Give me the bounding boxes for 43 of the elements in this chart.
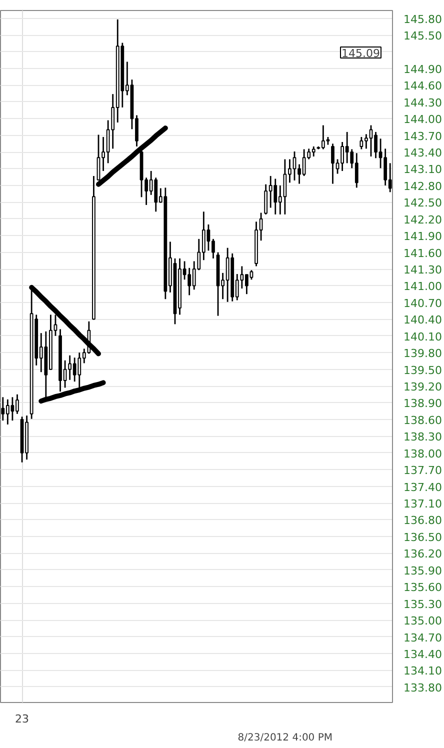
y-tick-label: 141.00 bbox=[404, 280, 442, 294]
y-tick-label: 137.70 bbox=[404, 464, 442, 478]
y-tick-label: 142.50 bbox=[404, 196, 442, 210]
y-tick-label: 135.00 bbox=[404, 614, 442, 628]
y-tick-label: 142.20 bbox=[404, 213, 442, 226]
y-tick-label: 144.60 bbox=[404, 80, 442, 93]
y-tick-label: 145.50 bbox=[404, 30, 442, 43]
annotation: 145.09 bbox=[342, 47, 380, 60]
y-tick-label: 135.30 bbox=[404, 598, 442, 611]
y-tick-label: 138.00 bbox=[404, 447, 442, 460]
y-tick-label: 139.80 bbox=[404, 347, 442, 360]
y-tick-label: 140.10 bbox=[404, 330, 442, 344]
y-tick-label: 136.80 bbox=[404, 514, 442, 528]
y-tick-label: 138.30 bbox=[404, 430, 442, 444]
y-tick-label: 144.00 bbox=[404, 113, 442, 126]
x-tick-label: 23 bbox=[15, 712, 30, 726]
y-tick-label: 134.10 bbox=[404, 664, 442, 678]
y-tick-label: 141.30 bbox=[404, 264, 442, 277]
y-tick-label: 143.40 bbox=[404, 146, 442, 160]
y-tick-label: 144.90 bbox=[404, 62, 442, 76]
y-tick-label: 139.20 bbox=[404, 380, 442, 394]
y-tick-label: 133.80 bbox=[404, 681, 442, 694]
y-tick-label: 142.80 bbox=[404, 180, 442, 193]
text: 8/23/2012 4:00 PM bbox=[238, 732, 333, 744]
y-tick-label: 134.40 bbox=[404, 648, 442, 661]
y-tick-label: 138.90 bbox=[404, 397, 442, 410]
y-tick-label: 135.90 bbox=[404, 564, 442, 578]
y-tick-label: 137.10 bbox=[404, 498, 442, 511]
y-tick-label: 137.40 bbox=[404, 480, 442, 494]
y-tick-label: 138.60 bbox=[404, 414, 442, 427]
y-tick-label: 134.70 bbox=[404, 631, 442, 644]
y-tick-label: 140.70 bbox=[404, 296, 442, 310]
y-tick-label: 143.70 bbox=[404, 130, 442, 143]
y-tick-label: 136.20 bbox=[404, 548, 442, 561]
y-tick-label: 141.90 bbox=[404, 230, 442, 244]
y-tick-label: 141.60 bbox=[404, 246, 442, 260]
y-tick-label: 136.50 bbox=[404, 530, 442, 544]
y-tick-label: 139.50 bbox=[404, 364, 442, 377]
y-tick-label: 135.60 bbox=[404, 581, 442, 594]
y-tick-label: 140.40 bbox=[404, 314, 442, 327]
y-tick-label: 143.10 bbox=[404, 163, 442, 176]
y-tick-label: 144.30 bbox=[404, 96, 442, 110]
y-tick-label: 145.80 bbox=[404, 12, 442, 26]
